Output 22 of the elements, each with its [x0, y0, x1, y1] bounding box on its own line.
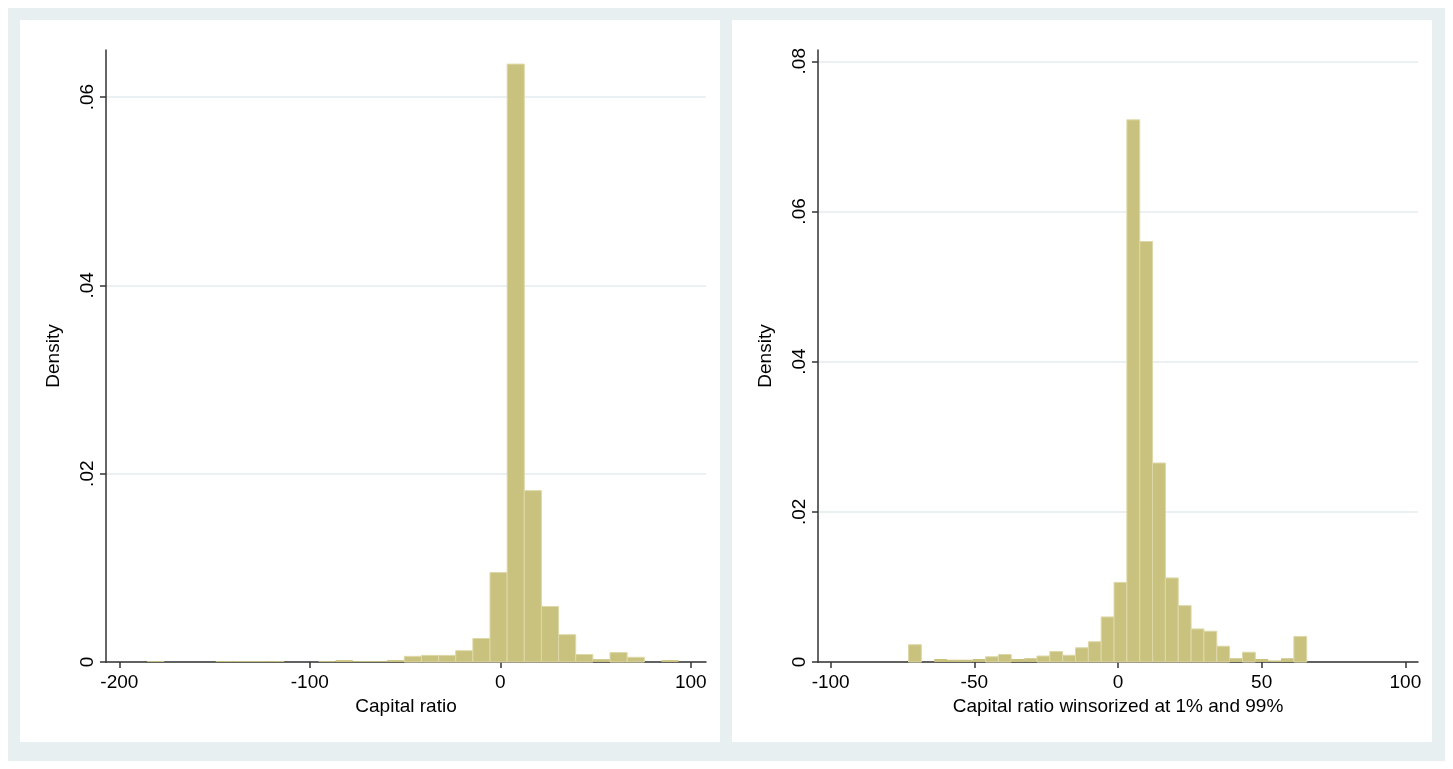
y-tick-label: 0	[788, 656, 809, 668]
x-tick-label: 100	[1389, 671, 1422, 692]
y-tick-label: 0	[76, 656, 97, 668]
x-tick-label: -100	[290, 671, 329, 692]
y-tick-label: .06	[788, 198, 809, 225]
x-tick-label: 50	[1251, 671, 1273, 692]
y-axis-title: Density	[42, 323, 63, 388]
x-tick-label: -200	[100, 671, 139, 692]
y-tick-label: .02	[76, 460, 97, 487]
y-tick-label: .04	[76, 271, 97, 299]
x-axis-title: Capital ratio winsorized at 1% and 99%	[952, 694, 1284, 716]
x-tick-label: -100	[811, 671, 850, 692]
y-tick-label: .08	[788, 48, 809, 75]
y-tick-label: .02	[788, 498, 809, 526]
x-axis-title: Capital ratio	[355, 694, 457, 716]
x-tick-label: -50	[960, 671, 989, 692]
x-tick-label: 100	[674, 671, 707, 692]
x-tick-label: 0	[495, 671, 506, 692]
x-tick-label: 0	[1112, 671, 1124, 692]
y-tick-label: .06	[76, 83, 97, 111]
y-tick-label: .04	[788, 348, 809, 375]
y-axis-title: Density	[754, 323, 775, 388]
